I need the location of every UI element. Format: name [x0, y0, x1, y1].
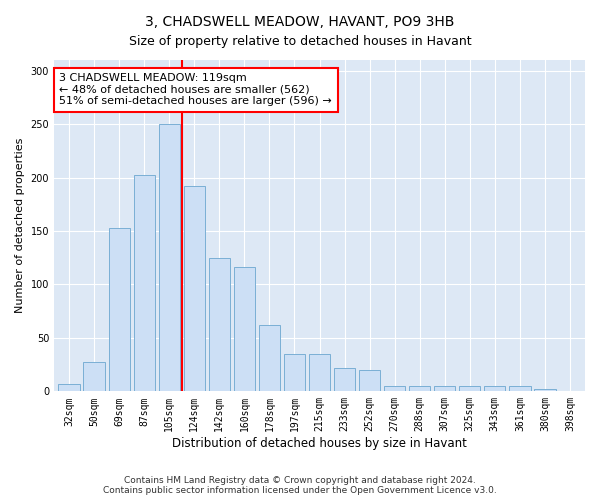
Bar: [534, 389, 556, 392]
Bar: [284, 354, 305, 392]
Bar: [334, 368, 355, 392]
X-axis label: Distribution of detached houses by size in Havant: Distribution of detached houses by size …: [172, 437, 467, 450]
Bar: [134, 176, 155, 392]
Bar: [109, 228, 130, 392]
Bar: [384, 386, 406, 392]
Bar: [234, 268, 255, 392]
Bar: [434, 386, 455, 392]
Bar: [409, 386, 430, 392]
Bar: [58, 384, 80, 392]
Text: 3 CHADSWELL MEADOW: 119sqm
← 48% of detached houses are smaller (562)
51% of sem: 3 CHADSWELL MEADOW: 119sqm ← 48% of deta…: [59, 74, 332, 106]
Y-axis label: Number of detached properties: Number of detached properties: [15, 138, 25, 314]
Text: Size of property relative to detached houses in Havant: Size of property relative to detached ho…: [128, 35, 472, 48]
Bar: [509, 386, 530, 392]
Text: Contains HM Land Registry data © Crown copyright and database right 2024.
Contai: Contains HM Land Registry data © Crown c…: [103, 476, 497, 495]
Text: 3, CHADSWELL MEADOW, HAVANT, PO9 3HB: 3, CHADSWELL MEADOW, HAVANT, PO9 3HB: [145, 15, 455, 29]
Bar: [309, 354, 330, 392]
Bar: [259, 325, 280, 392]
Bar: [484, 386, 505, 392]
Bar: [83, 362, 105, 392]
Bar: [209, 258, 230, 392]
Bar: [359, 370, 380, 392]
Bar: [459, 386, 481, 392]
Bar: [184, 186, 205, 392]
Bar: [158, 124, 180, 392]
